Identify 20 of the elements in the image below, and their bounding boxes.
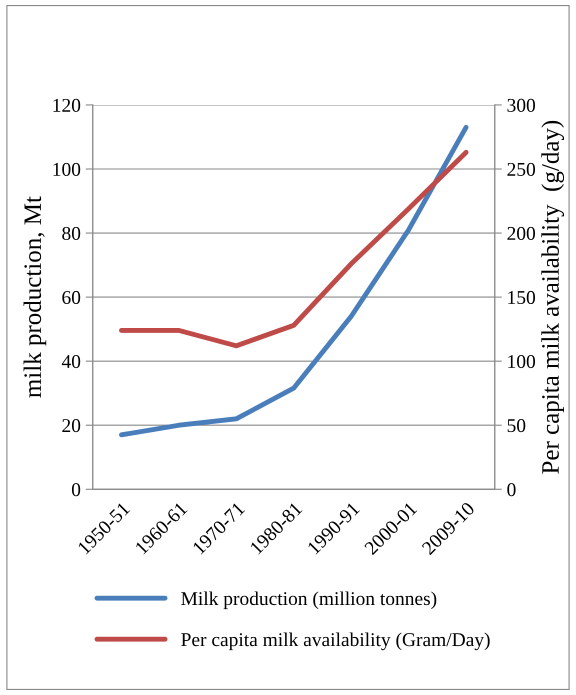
y2-tick-label: 250 [507,162,536,176]
y2-tick-label: 100 [508,354,536,368]
y2-axis-title: Per capita milk availability (g/day) [541,120,564,474]
y2-tick-label: 50 [508,419,526,432]
y2-tick-label: 200 [507,226,536,240]
y2-tick-label: 150 [508,290,536,304]
y-tick-label: 120 [53,98,80,112]
line-series [119,124,468,438]
y-axis-title: milk production, Mt [24,196,46,398]
legend-label: Per capita milk availability (Gram/Day) [181,632,490,650]
y2-tick-label: 300 [508,98,536,112]
y2-tick-label: 0 [507,483,516,496]
y-tick-label: 0 [72,483,80,496]
legend-label: Milk production (million tonnes) [181,591,436,610]
y-tick-label: 60 [62,290,80,304]
y-tick-label: 20 [62,419,80,432]
line-series [119,150,468,348]
y-tick-label: 80 [62,226,80,240]
y-tick-label: 40 [62,354,80,368]
y-tick-label: 100 [53,162,80,176]
